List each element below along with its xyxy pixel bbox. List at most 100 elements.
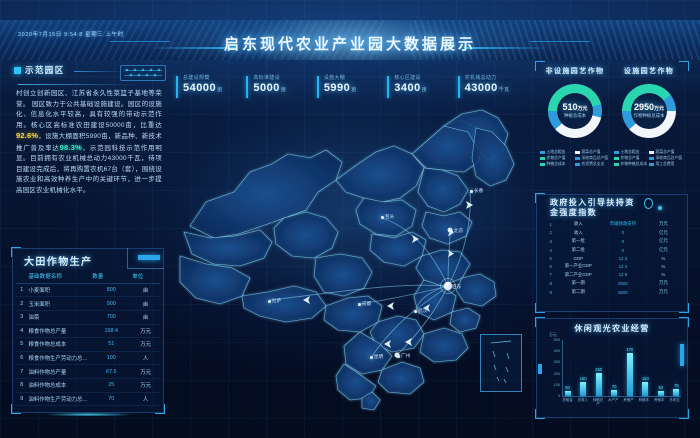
map-city-label: 广州 (401, 353, 411, 358)
cell-index: 9 (549, 289, 552, 295)
bar-panel-bg (536, 318, 688, 418)
corner-tl-icon (535, 61, 545, 71)
map-city-dot[interactable] (358, 303, 361, 306)
bar-x-label: 种植总产 (592, 398, 604, 406)
bar-column[interactable]: 250 (594, 340, 603, 396)
donut-right[interactable]: 2950万元 作物种植总成本 (614, 84, 684, 146)
bar-column[interactable]: 150 (641, 340, 650, 396)
cell-value: 0 (621, 247, 625, 253)
map-city-dot[interactable] (381, 216, 384, 219)
intro-paragraph-2a: 园区致力于公共基础设施建设。园区的设施化、信息化水平较高，具有较强的带动示范作用… (16, 100, 162, 129)
table-row[interactable]: 7 油料作物总产量 67.5 万元 (16, 364, 160, 379)
th-unit: 单位 (131, 270, 160, 284)
bar-column[interactable]: 50 (656, 340, 665, 396)
cell-index: 2 (549, 230, 552, 236)
table-row[interactable]: 6 粮食作物生产劳动力总… 100 人 (16, 351, 160, 366)
cell-name: 粮食作物生产劳动力总… (27, 351, 92, 366)
bar-x-label: 总收支 (669, 398, 680, 402)
bar-rect (564, 391, 571, 396)
cell-name: 第一产业GDP (564, 263, 592, 269)
legend-item: 采收商品总产值 (575, 156, 610, 161)
cell-name: 收入 (573, 221, 583, 227)
node-dot-icon (658, 206, 662, 210)
cell-index: 4 (16, 324, 28, 339)
yaxis-tick: 300 (553, 360, 560, 365)
cell-unit: 万元 (658, 280, 668, 286)
donut-left[interactable]: 510万元 种植总成本 (540, 84, 610, 146)
cell-name: 油菜 (27, 310, 92, 325)
cell-value: 700 (91, 310, 132, 325)
legend-swatch (649, 151, 654, 154)
table-row[interactable]: 7 第二产业GDP 12.5% (544, 271, 680, 280)
china-map[interactable]: 长春 包头 北京 拉萨 成都 武汉 启东 昆明 广州 (176, 106, 528, 418)
table-row[interactable]: 4 粮食作物总产量 158.4 万元 (16, 324, 160, 339)
bar-column[interactable]: 75 (672, 340, 681, 396)
map-city-dot[interactable] (450, 230, 453, 233)
bar-rect (611, 389, 618, 396)
cell-name: 第一批 (571, 238, 585, 244)
cell-index: 9 (16, 392, 28, 407)
table-row[interactable]: 8 第一期 2500 万元 (544, 279, 680, 288)
legend-swatch (614, 151, 619, 154)
legend-swatch (575, 151, 580, 154)
intro-highlight-1: 92.6% (16, 131, 39, 140)
map-city-label: 北京 (454, 228, 464, 233)
stat-label: 高标准建设 (253, 75, 280, 81)
cell-index: 5 (16, 337, 28, 352)
yaxis-unit: 万元 (549, 333, 557, 337)
table-row[interactable]: 8 油料作物总成本 25 万元 (16, 378, 160, 393)
map-city-dot[interactable] (268, 300, 271, 303)
table-row[interactable]: 5 粮食作物总成本 51 万元 (16, 337, 160, 352)
map-city-dot[interactable] (370, 356, 373, 359)
bar-chart-title: 休闲观光农业经营 (574, 324, 650, 333)
leisure-agriculture-panel: 休闲观光农业经营 万元 0 100 200 300 400 500 50 150 250 70 4… (535, 317, 689, 419)
bar-chart-bars[interactable]: 50 150 250 70 470 150 50 75 (562, 340, 681, 397)
field-crop-title: 大田作物生产 (24, 257, 93, 268)
cell-name: 油料作物总产量 (27, 364, 92, 379)
table-row[interactable]: 4 第二批 0 亿元 (544, 246, 680, 255)
corner-br-icon (679, 409, 689, 419)
cell-name: 小麦面积 (27, 283, 92, 298)
bar-value-label: 50 (565, 385, 570, 391)
bar-column[interactable]: 470 (625, 340, 634, 396)
bar-rect (657, 391, 664, 396)
legend-label: 种植总成本 (546, 162, 566, 166)
table-row[interactable]: 9 第二期 2500 万元 (544, 288, 680, 297)
table-row[interactable]: 2 收入 0 亿元 (544, 229, 680, 238)
cell-unit: 亿元 (658, 238, 668, 244)
stat-item: 总建设规模 54000亩 (176, 74, 246, 104)
cell-value: 51 (91, 337, 132, 352)
table-row[interactable]: 2 玉米面积 900 亩 (16, 296, 160, 311)
th-name: 基础数据名称 (27, 270, 92, 284)
donut-left-legend: 土地总租金 蔬菜总产值 作物总产值 采收商品总产值 种植总成本 农资费总支出 (540, 150, 610, 167)
legend-item: 种植总成本 (540, 162, 575, 167)
map-city-dot[interactable] (397, 355, 400, 358)
cell-name: 第二批 (571, 247, 585, 253)
table-row[interactable]: 9 油料作物生产劳动力总… 70 人 (16, 392, 160, 407)
donut-right-value: 2950万元 (633, 102, 665, 112)
corner-bl-icon (535, 409, 545, 419)
map-city-dot[interactable] (470, 190, 473, 193)
bar-column[interactable]: 50 (563, 340, 572, 396)
bar-value-label: 470 (626, 346, 634, 352)
map-city-dot[interactable] (448, 286, 451, 289)
map-city-dot[interactable] (414, 310, 417, 313)
table-row[interactable]: 6 第一产业GDP 12.4% (544, 262, 680, 271)
legend-label: 蔬菜总产值 (655, 150, 675, 154)
table-row[interactable]: 3 油菜 700 亩 (16, 310, 160, 325)
legend-swatch (540, 163, 545, 166)
panel-accent-right (680, 344, 684, 366)
legend-swatch (575, 157, 580, 160)
table-row[interactable]: 1 小麦面积 800 亩 (16, 283, 160, 298)
bar-column[interactable]: 70 (610, 340, 619, 396)
cell-name: 粮食作物总产量 (27, 324, 92, 339)
table-row[interactable]: 3 第一批 0 亿元 (544, 237, 680, 246)
table-row[interactable]: 1 收入 市级财政支持 万元 (544, 220, 680, 229)
donut-right-legend: 土地总租金 蔬菜总产值 作物总产值 采收商品总产值 作物种植总成本 用工总费用 (614, 150, 684, 167)
page-title: 启东现代农业产业园大数据展示 (223, 36, 476, 53)
table-row[interactable]: 5 GDP 12.3% (544, 254, 680, 262)
cell-index: 4 (549, 247, 552, 253)
bar-column[interactable]: 150 (579, 340, 588, 396)
cell-unit: 万元 (131, 378, 160, 393)
cell-value: 900 (91, 296, 132, 311)
